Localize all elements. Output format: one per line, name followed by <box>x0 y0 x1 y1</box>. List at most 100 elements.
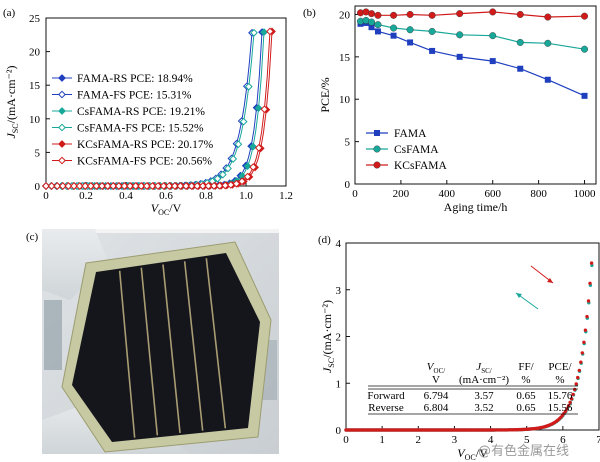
jv-point-a <box>126 182 134 190</box>
stability-point <box>516 10 524 18</box>
x-tick-label-b: 200 <box>393 188 410 200</box>
legend-marker-a <box>58 107 66 115</box>
panel-label-c: (c) <box>26 231 39 243</box>
y-tick-label-a: 15 <box>29 80 41 92</box>
busbar-line <box>140 267 159 436</box>
jv-point-a <box>249 163 258 171</box>
legend-label-a: KCsFAMA-RS PCE: 20.17% <box>77 139 214 151</box>
table-header-pce: PCE/ <box>548 361 572 373</box>
legend-marker-b <box>373 161 381 169</box>
y-axis-label-a-sub: SC <box>11 123 20 133</box>
y-tick-label-d: 0 <box>336 425 342 437</box>
x-tick-label-d: 5 <box>524 434 530 446</box>
jv-point-a <box>159 182 168 190</box>
jv-point-a <box>260 28 268 37</box>
legend-marker-b <box>374 130 380 136</box>
y-tick-label-b: 0 <box>345 179 351 191</box>
stability-point <box>390 11 398 19</box>
jv-point-a <box>224 164 232 173</box>
module-jv-point-0 <box>571 392 575 397</box>
chart-b-stability: 0 200 400 600 800 1000 0 5 10 15 20 Aging time/h PCE… <box>318 5 597 214</box>
jv-point-a <box>229 155 238 163</box>
jv-point-a <box>238 177 246 186</box>
jv-point-a <box>53 182 62 190</box>
jv-point-a <box>254 143 263 152</box>
stability-point <box>428 27 436 35</box>
y-tick-label-d: 4 <box>336 238 342 250</box>
table-cell: 15.56 <box>548 402 573 414</box>
reverse-arrow-head <box>516 293 522 298</box>
stability-point <box>429 47 436 54</box>
module-jv-point-0 <box>573 387 577 392</box>
chart-a-jv-curves: 0 0.2 0.4 0.6 0.8 1.0 1.2 0 5 10 15 20 25 VOC/V JSC/(m… <box>4 13 293 217</box>
watermark: @有色金属在线 <box>478 443 569 459</box>
panel-label-a: (a) <box>3 7 16 19</box>
busbar-line <box>205 258 227 429</box>
jv-point-a <box>249 142 258 151</box>
jv-point-a <box>86 182 95 190</box>
jv-point-a <box>170 182 179 190</box>
table-cell: Reverse <box>368 402 404 414</box>
module-jv-point-0 <box>586 299 591 303</box>
jv-point-a <box>234 140 243 149</box>
jv-point-a <box>176 182 185 190</box>
x-tick-label-b: 0 <box>352 188 358 200</box>
jv-point-a <box>239 117 248 126</box>
y-tick-label-d: 2 <box>336 332 342 344</box>
jv-point-a <box>75 182 84 190</box>
jv-point-a <box>92 182 101 190</box>
y-axis-label-a-main: J <box>4 133 18 139</box>
module-jv-point-0 <box>583 328 588 332</box>
y-axis-label-d-main: J <box>320 367 334 373</box>
x-tick-label-d: 1 <box>379 434 385 446</box>
table-header-voc-sub: OC/ <box>434 367 446 375</box>
stability-point <box>516 38 524 46</box>
jv-point-a <box>193 182 202 190</box>
busbar-line <box>118 270 136 438</box>
stability-point <box>456 53 463 60</box>
legend-marker-a <box>58 123 66 132</box>
y-axis-label-a: JSC/(mA·cm⁻²) <box>4 65 20 138</box>
y-axis-label-d-sub: SC <box>327 358 336 368</box>
x-tick-label-d: 3 <box>452 434 458 446</box>
jv-point-a <box>244 82 253 91</box>
module-jv-point-0 <box>574 382 578 386</box>
x-tick-label-a: 0.2 <box>79 190 93 202</box>
busbar-lines <box>118 258 227 438</box>
stability-point <box>406 26 414 34</box>
y-axis-label-d: JSC/(mA·cm⁻²) <box>320 300 336 373</box>
stability-point <box>390 24 398 32</box>
legend-label-b: FAMA <box>394 128 427 140</box>
table-cell: 15.76 <box>548 390 573 402</box>
table-cell: Forward <box>367 390 405 402</box>
jv-point-a <box>131 182 140 190</box>
table-cell: 3.57 <box>474 390 494 402</box>
table-header-jsc-main: J <box>476 361 482 373</box>
legend-marker-b <box>373 145 381 153</box>
jv-point-a <box>254 104 263 113</box>
jv-point-a <box>260 105 269 114</box>
x-axis-label-d-main: V <box>457 446 466 460</box>
module-jv-point-0 <box>566 404 571 408</box>
x-axis-label-d: VOC/V <box>457 446 488 462</box>
jv-point-a <box>114 182 123 190</box>
jv-point-a <box>204 182 213 190</box>
table-header-jsc-unit: (mA·cm⁻²) <box>459 374 509 386</box>
x-tick-label-a: 0.4 <box>119 190 133 202</box>
module-jv-point-0 <box>563 409 568 413</box>
y-axis-label-a-unit: /(mA·cm⁻²) <box>4 65 18 123</box>
stability-point <box>407 39 414 46</box>
module-jv-point-0 <box>568 400 572 405</box>
plot-frame-b <box>354 5 597 185</box>
module-jv-point-0 <box>576 375 580 380</box>
module-jv-point-0 <box>565 407 569 411</box>
jv-point-a <box>81 182 90 190</box>
jv-point-a <box>142 182 151 190</box>
jv-point-a <box>70 182 78 190</box>
stability-point <box>374 28 381 35</box>
x-axis-label-d-unit: /V <box>476 446 488 460</box>
jv-point-a <box>250 28 258 37</box>
legend-label-a: CsFAMA-FS PCE: 15.52% <box>77 123 204 135</box>
y-tick-label-d: 3 <box>336 285 342 297</box>
